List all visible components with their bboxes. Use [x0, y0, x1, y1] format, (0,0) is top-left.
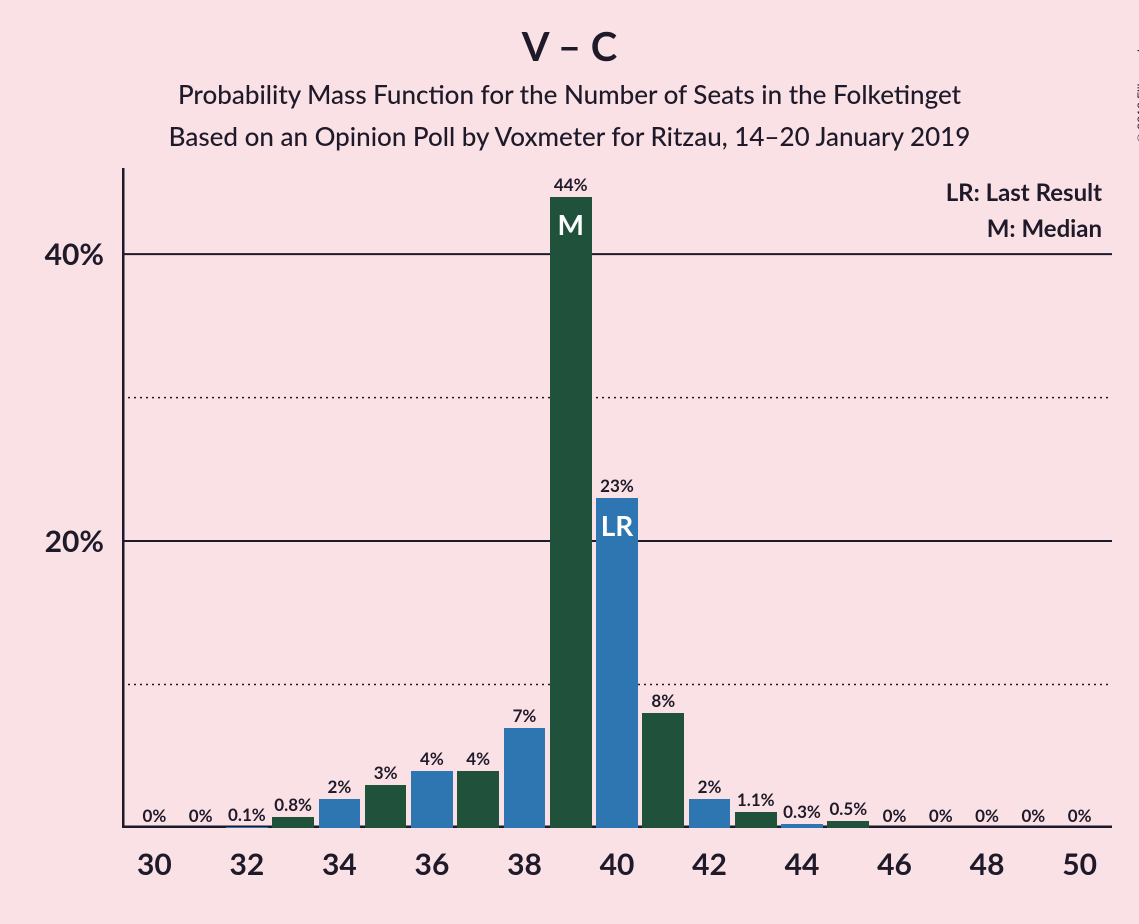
bar: [642, 713, 684, 828]
bar-value-label: 44%: [541, 174, 601, 195]
copyright-text: © 2019 Filip van Laenen: [1134, 14, 1139, 143]
chart-title: V – C: [0, 22, 1139, 70]
bar: [319, 799, 361, 828]
x-tick-label: 46: [855, 846, 935, 882]
x-tick-label: 34: [299, 846, 379, 882]
bar: [689, 799, 731, 828]
x-tick-label: 30: [114, 846, 194, 882]
y-tick-label: 20%: [4, 523, 104, 559]
bar-value-label: 8%: [633, 690, 693, 711]
bar: [504, 728, 546, 828]
bar: [550, 197, 592, 828]
bar-value-label: 0%: [1050, 805, 1110, 826]
x-tick-label: 38: [484, 846, 564, 882]
x-tick-label: 50: [1040, 846, 1120, 882]
x-tick-label: 44: [762, 846, 842, 882]
bar-value-label: 4%: [448, 748, 508, 769]
median-marker: M: [550, 207, 592, 241]
chart-subtitle-2: Based on an Opinion Poll by Voxmeter for…: [0, 120, 1139, 152]
plot-area: LR: Last Result M: Median 20%40%30323436…: [122, 168, 1112, 828]
bar: [272, 817, 314, 828]
bar-value-label: 23%: [587, 475, 647, 496]
bar: [735, 812, 777, 828]
bar: [365, 785, 407, 828]
bar: [827, 821, 869, 828]
chart-subtitle-1: Probability Mass Function for the Number…: [0, 78, 1139, 110]
legend-median: M: Median: [987, 214, 1102, 243]
bar: [781, 824, 823, 828]
x-tick-label: 42: [670, 846, 750, 882]
bar: [226, 827, 268, 828]
chart-stage: V – C Probability Mass Function for the …: [0, 0, 1139, 924]
bar: [411, 771, 453, 828]
x-tick-label: 32: [207, 846, 287, 882]
x-tick-label: 40: [577, 846, 657, 882]
y-tick-label: 40%: [4, 236, 104, 272]
bar: [457, 771, 499, 828]
bar: [596, 498, 638, 828]
x-tick-label: 36: [392, 846, 472, 882]
bar-value-label: 7%: [494, 705, 554, 726]
last-result-marker: LR: [596, 508, 638, 542]
legend-last-result: LR: Last Result: [946, 178, 1102, 207]
x-tick-label: 48: [947, 846, 1027, 882]
